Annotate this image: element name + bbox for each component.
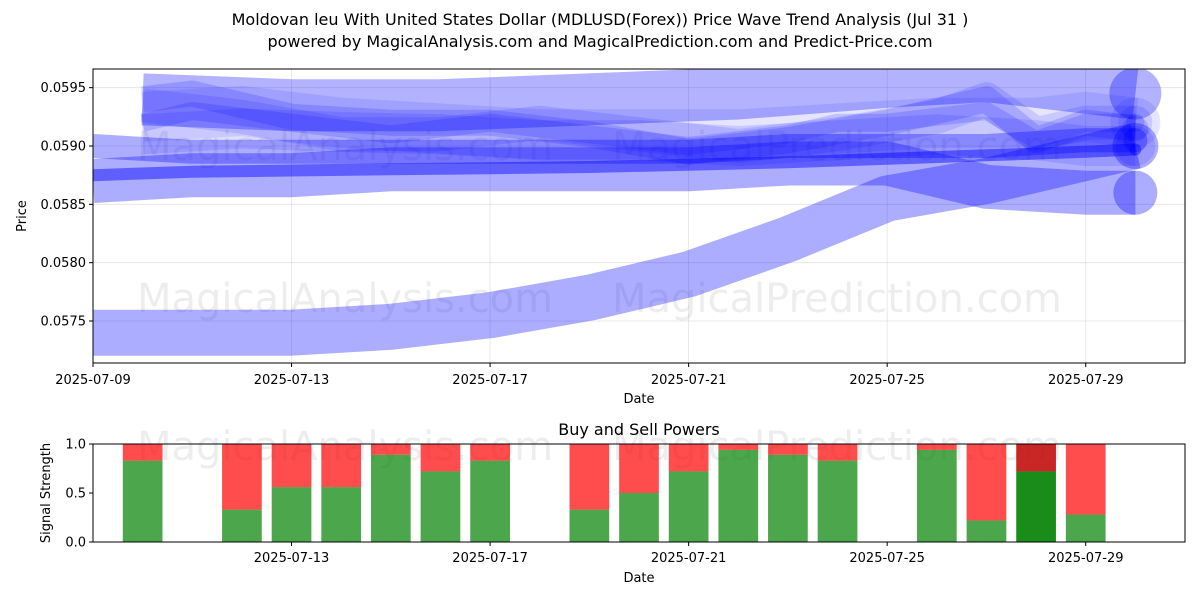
buy-sell-y-axis: 0.0 0.5 1.0 xyxy=(65,438,93,551)
price-plot-frame xyxy=(92,68,1186,364)
sell-bar xyxy=(420,444,461,472)
wave-series-end-5 xyxy=(1122,115,1149,142)
sell-bar xyxy=(321,444,362,488)
sell-bar xyxy=(916,444,957,450)
buy-bar xyxy=(420,471,461,542)
buy-sell-x-tick-label: 2025-07-17 xyxy=(452,551,528,566)
buy-sell-x-axis-label: Date xyxy=(623,571,654,586)
sell-bar xyxy=(619,444,659,493)
buy-sell-bars xyxy=(122,444,1106,542)
chart-subtitle: powered by MagicalAnalysis.com and Magic… xyxy=(267,32,933,51)
sell-bar xyxy=(1016,444,1056,472)
wave-series-8 xyxy=(141,108,1136,166)
wave-series-3 xyxy=(93,128,1136,164)
wave-series-6 xyxy=(140,102,1136,155)
price-x-axis-label: Date xyxy=(623,392,654,407)
wave-series-1 xyxy=(93,123,1141,356)
buy-sell-x-tick-label: 2025-07-25 xyxy=(849,551,925,566)
chart-title: Moldovan leu With United States Dollar (… xyxy=(231,10,969,29)
sell-bar xyxy=(271,444,312,488)
wave-series-end-1 xyxy=(1112,123,1159,169)
buy-sell-y-tick-label: 0.5 xyxy=(65,487,86,502)
wave-series-5 xyxy=(141,80,1137,165)
wave-series-2 xyxy=(93,141,1136,215)
price-x-axis: 2025-07-09 2025-07-13 2025-07-17 2025-07-21… xyxy=(55,363,1124,388)
price-y-tick-label: 0.0580 xyxy=(41,256,87,271)
buy-bar xyxy=(370,454,411,542)
wave-series-end-10 xyxy=(1109,69,1162,120)
buy-bar xyxy=(470,460,510,542)
price-y-tick-label: 0.0590 xyxy=(41,140,87,155)
buy-bar xyxy=(916,449,957,542)
sell-bar xyxy=(668,444,709,472)
buy-sell-x-axis: 2025-07-13 2025-07-17 2025-07-21 2025-07-25… xyxy=(254,542,1124,566)
wave-series-end-4 xyxy=(1129,143,1142,156)
sell-bar xyxy=(569,444,610,510)
wave-series-4 xyxy=(93,143,1136,182)
price-x-tick-label: 2025-07-09 xyxy=(55,373,131,388)
price-x-tick-label: 2025-07-21 xyxy=(651,373,727,388)
wave-series-7 xyxy=(140,82,1136,163)
buy-bar xyxy=(1065,514,1106,542)
sell-bar xyxy=(817,444,858,461)
wave-series-10 xyxy=(141,69,1139,132)
wave-series-end-9 xyxy=(1110,97,1161,148)
buy-bar xyxy=(1016,471,1056,542)
buy-bar xyxy=(619,493,659,542)
sell-bar xyxy=(768,444,808,455)
sell-bar xyxy=(122,444,163,461)
price-y-tick-label: 0.0595 xyxy=(41,81,87,96)
price-x-tick-label: 2025-07-25 xyxy=(849,373,925,388)
price-x-tick-label: 2025-07-17 xyxy=(452,373,528,388)
wave-series-group xyxy=(93,69,1162,356)
watermark-analysis-mid: MagicalAnalysis.com xyxy=(137,276,553,322)
buy-sell-title: Buy and Sell Powers xyxy=(558,420,720,439)
sell-bar xyxy=(966,444,1007,521)
wave-series-end-3 xyxy=(1123,128,1148,153)
wave-series-end-7 xyxy=(1118,105,1153,140)
price-watermarks: MagicalAnalysis.com MagicalPrediction.co… xyxy=(137,124,1062,322)
price-x-tick-label: 2025-07-13 xyxy=(254,373,330,388)
price-y-tick-label: 0.0585 xyxy=(41,198,87,213)
price-x-tick-label: 2025-07-29 xyxy=(1048,373,1124,388)
sell-bar xyxy=(470,444,510,461)
watermark-prediction-mid: MagicalPrediction.com xyxy=(612,276,1062,322)
buy-bar xyxy=(768,454,808,542)
wave-series-9 xyxy=(141,86,1139,160)
buy-bar xyxy=(718,449,759,542)
sell-bar xyxy=(1065,444,1106,515)
buy-bar xyxy=(271,487,312,542)
buy-sell-y-tick-label: 0.0 xyxy=(65,536,86,551)
buy-bar xyxy=(668,471,709,542)
buy-bar xyxy=(321,487,362,542)
price-y-axis-label: Price xyxy=(15,200,30,232)
price-wave-panel: MagicalAnalysis.com MagicalPrediction.co… xyxy=(15,68,1186,407)
price-y-axis: 0.0575 0.0580 0.0585 0.0590 0.0595 xyxy=(41,81,93,330)
buy-bar xyxy=(817,460,858,542)
buy-bar xyxy=(222,509,262,542)
price-grid xyxy=(92,69,1185,363)
buy-sell-x-tick-label: 2025-07-13 xyxy=(254,551,330,566)
wave-series-end-6 xyxy=(1126,113,1145,132)
buy-bar xyxy=(122,460,163,542)
buy-bar xyxy=(569,509,610,542)
buy-sell-x-tick-label: 2025-07-29 xyxy=(1048,551,1124,566)
watermark-prediction-top: MagicalPrediction.com xyxy=(612,124,1062,170)
buy-sell-y-axis-label: Signal Strength xyxy=(39,443,54,543)
buy-bar xyxy=(966,520,1007,542)
wave-series-end-2 xyxy=(1113,170,1158,215)
buy-sell-x-tick-label: 2025-07-21 xyxy=(651,551,727,566)
buy-sell-y-tick-label: 1.0 xyxy=(65,438,86,453)
price-y-tick-label: 0.0575 xyxy=(41,315,87,330)
sell-bar xyxy=(222,444,262,510)
sell-bar xyxy=(370,444,411,455)
sell-bar xyxy=(718,444,759,450)
wave-series-end-8 xyxy=(1115,126,1156,166)
buy-sell-panel: Buy and Sell Powers MagicalAnalysis.com … xyxy=(39,420,1186,586)
watermark-analysis-top: MagicalAnalysis.com xyxy=(137,124,553,170)
